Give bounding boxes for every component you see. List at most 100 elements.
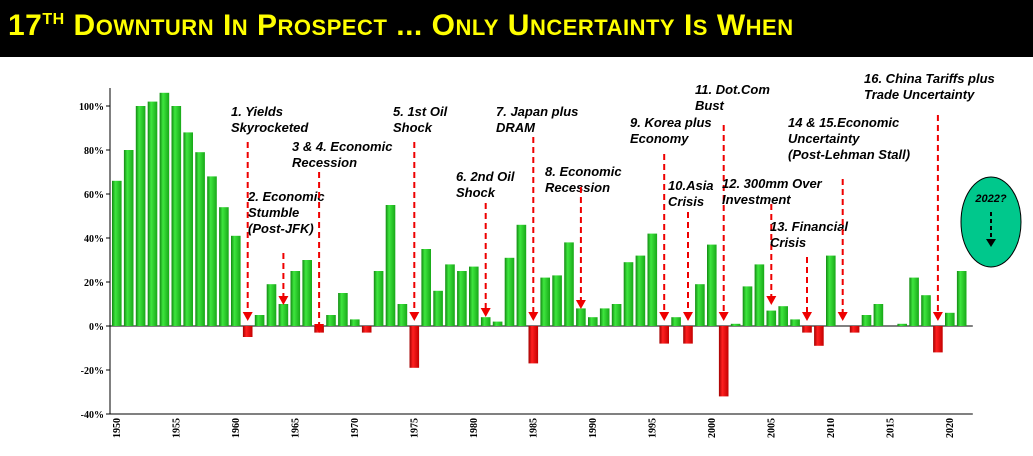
bar: [504, 257, 515, 326]
annotation-line: 2. Economic: [247, 189, 325, 204]
arrow-head: [718, 312, 729, 321]
bar: [671, 317, 681, 326]
title-word: Only: [431, 9, 499, 42]
annotation-line: 10.Asia: [668, 178, 714, 193]
annotation-line: 5. 1st Oil: [393, 104, 448, 119]
bar: [956, 271, 967, 326]
bar: [814, 326, 824, 346]
bar: [611, 304, 622, 326]
x-tick-label: 1975: [409, 418, 420, 438]
chart-title: 17TH Downturn In Prospect ... Only Uncer…: [8, 9, 794, 43]
bar: [766, 310, 777, 326]
bar: [552, 275, 562, 326]
bar: [909, 277, 919, 326]
bar: [897, 323, 907, 326]
bar: [445, 264, 455, 326]
bar: [754, 264, 765, 326]
x-tick-label: 1955: [171, 418, 182, 438]
annotation-line: 14 & 15.Economic: [788, 115, 900, 130]
annotation: 14 & 15.EconomicUncertainty(Post-Lehman …: [788, 115, 910, 321]
x-tick-label: 2015: [885, 418, 896, 438]
x-tick-label: 1965: [290, 418, 301, 438]
bar: [469, 266, 479, 326]
bar: [457, 271, 467, 326]
annotation-line: Crisis: [668, 194, 704, 209]
arrow-head: [278, 296, 289, 305]
annotation-line: Recession: [545, 180, 610, 195]
arrow-head: [242, 312, 253, 321]
bar: [397, 304, 408, 326]
arrow-head: [659, 312, 670, 321]
annotation-line: Crisis: [770, 235, 806, 250]
bar: [421, 249, 431, 326]
title-word: Downturn: [73, 9, 215, 42]
title-number: 17: [8, 9, 43, 42]
annotation-line: 11. Dot.Com: [695, 82, 770, 97]
bar: [683, 326, 693, 344]
bar: [730, 323, 741, 326]
x-tick-label: 1990: [588, 418, 599, 438]
bar: [195, 152, 205, 326]
bar: [540, 277, 550, 326]
bar: [528, 326, 539, 364]
annotation-line: 6. 2nd Oil: [456, 169, 515, 184]
arrow-head: [409, 312, 420, 321]
arrow-head: [802, 312, 812, 321]
bar: [171, 106, 182, 326]
annotation-line: Shock: [456, 185, 496, 200]
x-tick-label: 2000: [707, 418, 718, 438]
bar: [873, 304, 884, 326]
y-tick-label: 100%: [79, 102, 104, 113]
bar: [647, 233, 658, 326]
bar: [826, 255, 836, 326]
title-word: Is: [683, 9, 708, 42]
arrow-head: [575, 300, 586, 309]
y-tick-label: 40%: [84, 234, 104, 245]
forecast-oval: 2022?: [960, 176, 1022, 268]
bar: [242, 326, 253, 337]
annotation-line: (Post-JFK): [248, 221, 314, 236]
bar: [695, 284, 705, 326]
bar: [159, 92, 170, 326]
arrow-head: [683, 312, 693, 321]
bar: [135, 106, 146, 326]
bar: [326, 315, 336, 326]
bar: [599, 308, 610, 326]
annotation-line: Economy: [630, 131, 689, 146]
bar: [492, 321, 503, 326]
x-tick-label: 2010: [826, 418, 837, 438]
bar: [112, 180, 122, 326]
x-tick-label: 1995: [647, 418, 658, 438]
bar: [254, 315, 265, 326]
annotation-line: 16. China Tariffs plus: [864, 71, 995, 86]
annotation-line: (Post-Lehman Stall): [788, 147, 910, 162]
title-word: When: [716, 9, 794, 42]
bar: [945, 312, 955, 326]
annotation-line: 8. Economic: [545, 164, 622, 179]
bar: [778, 306, 788, 326]
bar: [350, 319, 360, 326]
bar: [219, 207, 229, 326]
bar: [576, 308, 586, 326]
annotation-line: 12. 300mm Over: [722, 176, 823, 191]
forecast-label: 2022?: [974, 193, 1006, 205]
x-tick-label: 1960: [231, 418, 242, 438]
bar: [123, 150, 134, 326]
bar: [385, 205, 396, 326]
bar: [373, 271, 384, 326]
title-words: Downturn In Prospect ... Only Uncertaint…: [74, 9, 794, 42]
title-superscript: TH: [42, 11, 65, 28]
arrow-head: [837, 312, 848, 321]
bar: [278, 304, 289, 326]
annotation-line: 7. Japan plus: [496, 104, 578, 119]
bar: [849, 326, 860, 333]
